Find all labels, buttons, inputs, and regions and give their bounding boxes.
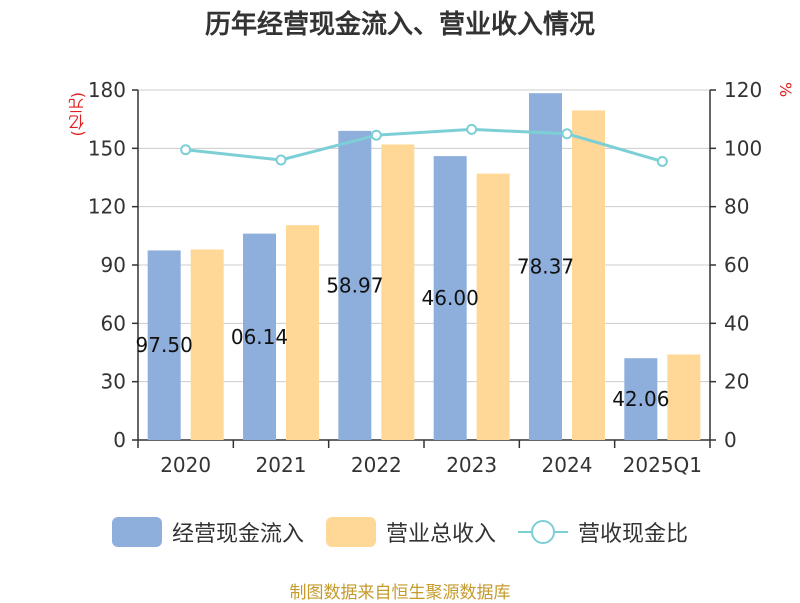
ratio-point bbox=[275, 154, 287, 166]
bar-data-label: 42.06 bbox=[612, 387, 669, 411]
legend-item-cash-inflow[interactable]: 经营现金流入 bbox=[111, 516, 304, 548]
ratio-point bbox=[180, 144, 192, 156]
y-left-tick-label: 150 bbox=[88, 136, 126, 160]
legend-label-revenue: 营业总收入 bbox=[385, 522, 496, 547]
y-right-tick-label: 0 bbox=[724, 428, 737, 452]
bar-cash-inflow bbox=[433, 156, 467, 440]
bar-data-label: 58.97 bbox=[326, 273, 383, 297]
legend-label-cash-inflow: 经营现金流入 bbox=[171, 522, 304, 547]
y-right-tick-label: 100 bbox=[724, 136, 762, 160]
bar-cash-inflow bbox=[243, 233, 276, 440]
y-left-tick-label: 30 bbox=[101, 370, 126, 394]
legend-item-ratio[interactable]: 营收现金比 bbox=[518, 516, 688, 548]
y-right-tick-label: 20 bbox=[724, 370, 749, 394]
bar-data-label: 06.14 bbox=[231, 325, 288, 349]
data-source-note: 制图数据来自恒生聚源数据库 bbox=[289, 583, 511, 603]
bar-revenue bbox=[667, 354, 701, 440]
y-right-tick-label: 60 bbox=[724, 253, 749, 277]
bar-cash-inflow bbox=[624, 358, 658, 440]
bar-cash-inflow bbox=[147, 250, 181, 440]
ratio-point bbox=[561, 128, 573, 140]
bar-revenue bbox=[286, 225, 319, 440]
y-left-tick-label: 90 bbox=[101, 253, 126, 277]
x-tick-label: 2024 bbox=[542, 453, 593, 477]
y-right-tick-label: 40 bbox=[724, 311, 749, 335]
y-right-tick-label: 120 bbox=[724, 78, 762, 102]
x-tick-label: 2022 bbox=[351, 453, 402, 477]
ratio-line bbox=[185, 127, 663, 163]
legend-label-ratio: 营收现金比 bbox=[578, 522, 689, 547]
legend-swatch-revenue bbox=[325, 517, 376, 547]
x-tick-label: 2021 bbox=[256, 453, 307, 477]
ratio-point bbox=[656, 155, 668, 167]
bar-data-label: 78.37 bbox=[517, 255, 574, 279]
legend: 经营现金流入 营业总收入 营收现金比 bbox=[0, 516, 800, 548]
ratio-point bbox=[370, 129, 382, 141]
right-axis-unit: % bbox=[776, 82, 795, 98]
y-left-tick-label: 0 bbox=[113, 428, 126, 452]
y-right-tick-label: 80 bbox=[724, 195, 749, 219]
y-left-tick-label: 120 bbox=[88, 195, 126, 219]
bar-data-label: 97.50 bbox=[136, 333, 193, 357]
bar-cash-inflow bbox=[529, 93, 562, 441]
x-tick-label: 2025Q1 bbox=[623, 453, 702, 477]
ratio-point bbox=[466, 123, 478, 135]
y-left-tick-label: 180 bbox=[88, 78, 126, 102]
y-left-tick-label: 60 bbox=[101, 311, 126, 335]
bar-cash-inflow bbox=[338, 130, 372, 440]
bar-revenue bbox=[381, 144, 415, 440]
x-tick-label: 2023 bbox=[446, 453, 497, 477]
legend-swatch-ratio bbox=[518, 517, 568, 547]
legend-item-revenue[interactable]: 营业总收入 bbox=[325, 516, 496, 548]
x-tick-label: 2020 bbox=[160, 453, 211, 477]
legend-swatch-cash-inflow bbox=[111, 517, 162, 547]
chart-title: 历年经营现金流入、营业收入情况 bbox=[204, 10, 595, 40]
bar-revenue bbox=[190, 249, 224, 440]
bar-revenue bbox=[476, 173, 510, 440]
bar-data-label: 46.00 bbox=[422, 286, 479, 310]
bar-revenue bbox=[572, 110, 605, 441]
